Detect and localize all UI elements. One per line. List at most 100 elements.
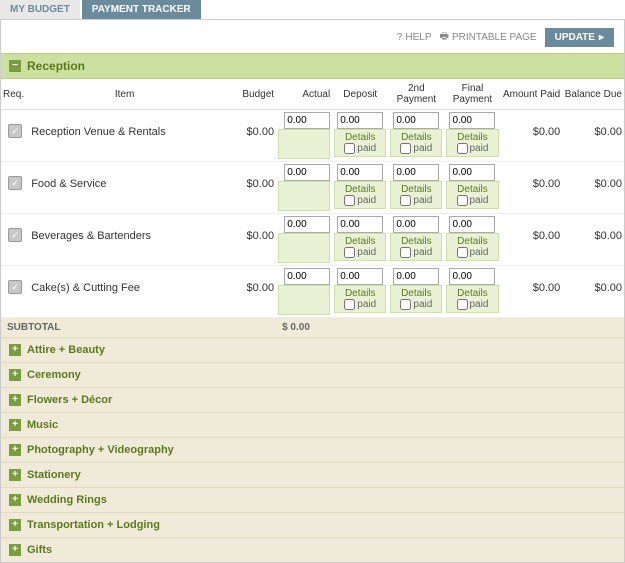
paid-checkbox[interactable]: [457, 247, 468, 258]
expand-icon[interactable]: +: [9, 494, 21, 506]
payment-input[interactable]: [337, 216, 383, 233]
expand-icon[interactable]: +: [9, 469, 21, 481]
required-checkbox[interactable]: ✓: [8, 176, 22, 190]
payment-input[interactable]: [449, 164, 495, 181]
expand-icon[interactable]: +: [9, 394, 21, 406]
collapsed-section[interactable]: + Music: [1, 412, 624, 437]
paid-checkbox[interactable]: [400, 247, 411, 258]
required-checkbox[interactable]: ✓: [8, 280, 22, 294]
collapsed-section[interactable]: +Wedding Rings: [1, 487, 624, 512]
expand-icon[interactable]: +: [9, 444, 21, 456]
help-link[interactable]: ? HELP: [397, 32, 432, 43]
actual-input[interactable]: [284, 164, 330, 181]
paid-label[interactable]: paid: [449, 299, 495, 310]
col-2nd-payment: 2nd Payment: [388, 79, 444, 110]
actual-input[interactable]: [284, 216, 330, 233]
collapsed-section[interactable]: + Ceremony: [1, 362, 624, 387]
actual-input[interactable]: [284, 268, 330, 285]
collapsed-section[interactable]: + Gifts: [1, 537, 624, 562]
paid-checkbox[interactable]: [344, 195, 355, 206]
tab-my-budget[interactable]: MY BUDGET: [0, 0, 80, 19]
col-actual: Actual: [276, 79, 332, 110]
paid-label[interactable]: paid: [449, 143, 495, 154]
payment-input[interactable]: [337, 268, 383, 285]
details-link[interactable]: Details: [393, 236, 439, 247]
table-header-row: Req. Item Budget Actual Deposit 2nd Paym…: [1, 79, 624, 110]
paid-checkbox[interactable]: [400, 143, 411, 154]
payment-input[interactable]: [393, 164, 439, 181]
paid-checkbox[interactable]: [344, 299, 355, 310]
expand-icon[interactable]: +: [9, 544, 21, 556]
payment-input[interactable]: [393, 216, 439, 233]
balance-due-value: $0.00: [564, 112, 622, 138]
collapsed-section[interactable]: + Photography + Videography: [1, 437, 624, 462]
details-link[interactable]: Details: [337, 288, 383, 299]
paid-checkbox[interactable]: [400, 299, 411, 310]
print-label: PRINTABLE PAGE: [452, 32, 537, 43]
paid-label[interactable]: paid: [393, 299, 439, 310]
amount-paid-value: $0.00: [503, 268, 561, 294]
details-link[interactable]: Details: [449, 288, 495, 299]
payment-input[interactable]: [449, 216, 495, 233]
collapsed-section[interactable]: +Flowers + Décor: [1, 387, 624, 412]
item-name: Cake(s) & Cutting Fee: [31, 268, 218, 294]
payment-input[interactable]: [393, 268, 439, 285]
paid-checkbox[interactable]: [400, 195, 411, 206]
details-link[interactable]: Details: [337, 132, 383, 143]
amount-paid-value: $0.00: [503, 112, 561, 138]
printable-page-link[interactable]: 🖶 PRINTABLE PAGE: [439, 29, 536, 46]
paid-checkbox[interactable]: [344, 247, 355, 258]
payment-input[interactable]: [337, 112, 383, 129]
payment-input[interactable]: [337, 164, 383, 181]
payment-input[interactable]: [393, 112, 439, 129]
payment-table: Req. Item Budget Actual Deposit 2nd Paym…: [1, 79, 624, 337]
col-deposit: Deposit: [332, 79, 388, 110]
details-link[interactable]: Details: [337, 184, 383, 195]
paid-label[interactable]: paid: [393, 143, 439, 154]
collapsed-section-title: Gifts: [27, 544, 52, 556]
details-link[interactable]: Details: [393, 184, 439, 195]
paid-label[interactable]: paid: [337, 143, 383, 154]
collapsed-section-title: Music: [27, 419, 58, 431]
collapsed-section-title: Photography + Videography: [27, 444, 174, 456]
update-button[interactable]: UPDATE ▸: [545, 28, 614, 47]
details-link[interactable]: Details: [337, 236, 383, 247]
required-checkbox[interactable]: ✓: [8, 228, 22, 242]
payment-input[interactable]: [449, 268, 495, 285]
details-link[interactable]: Details: [449, 184, 495, 195]
actual-input[interactable]: [284, 112, 330, 129]
paid-checkbox[interactable]: [457, 195, 468, 206]
budget-value: $0.00: [222, 268, 274, 294]
paid-label[interactable]: paid: [337, 299, 383, 310]
paid-label[interactable]: paid: [393, 247, 439, 258]
paid-checkbox[interactable]: [457, 143, 468, 154]
paid-label[interactable]: paid: [449, 195, 495, 206]
tab-payment-tracker[interactable]: PAYMENT TRACKER: [82, 0, 201, 19]
paid-label[interactable]: paid: [449, 247, 495, 258]
paid-checkbox[interactable]: [344, 143, 355, 154]
collapsed-section[interactable]: +Attire + Beauty: [1, 337, 624, 362]
expand-icon[interactable]: +: [9, 369, 21, 381]
table-row: ✓Food & Service$0.00DetailspaidDetailspa…: [1, 162, 624, 214]
collapse-icon[interactable]: −: [9, 60, 21, 72]
details-link[interactable]: Details: [449, 132, 495, 143]
required-checkbox[interactable]: ✓: [8, 124, 22, 138]
expand-icon[interactable]: +: [9, 519, 21, 531]
section-header-reception: − Reception: [1, 53, 624, 79]
paid-label[interactable]: paid: [337, 247, 383, 258]
paid-label[interactable]: paid: [393, 195, 439, 206]
details-link[interactable]: Details: [393, 132, 439, 143]
payment-input[interactable]: [449, 112, 495, 129]
collapsed-section[interactable]: +Transportation + Lodging: [1, 512, 624, 537]
amount-paid-value: $0.00: [503, 164, 561, 190]
paid-checkbox[interactable]: [457, 299, 468, 310]
amount-paid-value: $0.00: [503, 216, 561, 242]
collapsed-section[interactable]: +Stationery: [1, 462, 624, 487]
expand-icon[interactable]: +: [9, 419, 21, 431]
collapsed-section-title: Ceremony: [27, 369, 81, 381]
paid-label[interactable]: paid: [337, 195, 383, 206]
expand-icon[interactable]: +: [9, 344, 21, 356]
details-link[interactable]: Details: [393, 288, 439, 299]
details-link[interactable]: Details: [449, 236, 495, 247]
budget-value: $0.00: [222, 112, 274, 138]
